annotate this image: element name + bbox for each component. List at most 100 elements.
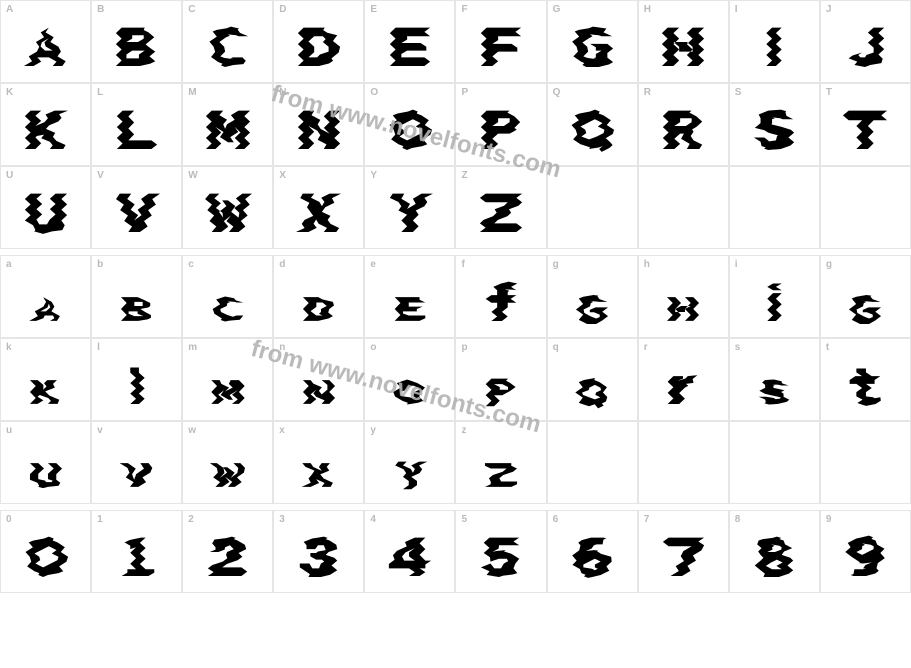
glyph-cell: u bbox=[0, 421, 91, 504]
glyph-cell: k bbox=[0, 338, 91, 421]
empty-cell bbox=[638, 166, 729, 249]
cell-label: C bbox=[188, 4, 195, 15]
glyph-cell: W bbox=[182, 166, 273, 249]
glyph-cell: 2 bbox=[182, 510, 273, 593]
cell-label: P bbox=[461, 87, 468, 98]
glyph-9 bbox=[840, 532, 890, 580]
cell-label: X bbox=[279, 170, 286, 181]
glyph-cell: 0 bbox=[0, 510, 91, 593]
empty-cell bbox=[729, 421, 820, 504]
glyph-b bbox=[112, 277, 162, 325]
cell-label: M bbox=[188, 87, 196, 98]
cell-label: o bbox=[370, 342, 376, 353]
cell-label: f bbox=[461, 259, 464, 270]
glyph-cell: X bbox=[273, 166, 364, 249]
glyph-row: u vw xyz bbox=[0, 421, 911, 504]
glyph-cell: I bbox=[729, 0, 820, 83]
glyph-S bbox=[749, 105, 799, 153]
empty-cell bbox=[547, 421, 638, 504]
cell-label: U bbox=[6, 170, 13, 181]
glyph-cell: C bbox=[182, 0, 273, 83]
glyph-cell: J bbox=[820, 0, 911, 83]
cell-label: l bbox=[97, 342, 100, 353]
glyph-cell: t bbox=[820, 338, 911, 421]
glyph-E bbox=[385, 22, 435, 70]
glyph-cell: E bbox=[364, 0, 455, 83]
glyph-cell: o bbox=[364, 338, 455, 421]
glyph-o bbox=[385, 360, 435, 408]
glyph-0 bbox=[21, 532, 71, 580]
cell-label: K bbox=[6, 87, 13, 98]
cell-label: 0 bbox=[6, 514, 12, 525]
glyph-x bbox=[294, 443, 344, 491]
glyph-cell: D bbox=[273, 0, 364, 83]
glyph-3 bbox=[294, 532, 344, 580]
cell-label: N bbox=[279, 87, 286, 98]
glyph-J bbox=[840, 22, 890, 70]
glyph-cell: 8 bbox=[729, 510, 820, 593]
glyph-row: UVWXYZ bbox=[0, 166, 911, 249]
cell-label: W bbox=[188, 170, 197, 181]
glyph-cell: l bbox=[91, 338, 182, 421]
glyph-g bbox=[840, 277, 890, 325]
cell-label: n bbox=[279, 342, 285, 353]
glyph-cell: v bbox=[91, 421, 182, 504]
glyph-cell: x bbox=[273, 421, 364, 504]
glyph-cell: M bbox=[182, 83, 273, 166]
glyph-cell: w bbox=[182, 421, 273, 504]
glyph-W bbox=[203, 188, 253, 236]
cell-label: J bbox=[826, 4, 832, 15]
glyph-cell: B bbox=[91, 0, 182, 83]
cell-label: i bbox=[735, 259, 738, 270]
glyph-cell: A bbox=[0, 0, 91, 83]
glyph-p bbox=[476, 360, 526, 408]
glyph-Y bbox=[385, 188, 435, 236]
glyph-5 bbox=[476, 532, 526, 580]
glyph-cell: h bbox=[638, 255, 729, 338]
cell-label: V bbox=[97, 170, 104, 181]
cell-label: h bbox=[644, 259, 650, 270]
glyph-T bbox=[840, 105, 890, 153]
cell-label: F bbox=[461, 4, 467, 15]
glyph-C bbox=[203, 22, 253, 70]
glyph-R bbox=[658, 105, 708, 153]
glyph-u bbox=[21, 443, 71, 491]
cell-label: I bbox=[735, 4, 738, 15]
cell-label: 6 bbox=[553, 514, 559, 525]
glyph-V bbox=[112, 188, 162, 236]
glyph-cell: K bbox=[0, 83, 91, 166]
glyph-6 bbox=[567, 532, 617, 580]
glyph-v bbox=[112, 443, 162, 491]
glyph-k bbox=[21, 360, 71, 408]
glyph-8 bbox=[749, 532, 799, 580]
glyph-cell: z bbox=[455, 421, 546, 504]
glyph-cell: y bbox=[364, 421, 455, 504]
glyph-cell: b bbox=[91, 255, 182, 338]
cell-label: e bbox=[370, 259, 376, 270]
cell-label: 3 bbox=[279, 514, 285, 525]
cell-label: S bbox=[735, 87, 742, 98]
glyph-r bbox=[658, 360, 708, 408]
glyph-cell: T bbox=[820, 83, 911, 166]
glyph-D bbox=[294, 22, 344, 70]
cell-label: 4 bbox=[370, 514, 376, 525]
glyph-s bbox=[749, 360, 799, 408]
glyph-y bbox=[385, 443, 435, 491]
glyph-n bbox=[294, 360, 344, 408]
glyph-G bbox=[567, 22, 617, 70]
cell-label: a bbox=[6, 259, 12, 270]
glyph-1 bbox=[112, 532, 162, 580]
cell-label: T bbox=[826, 87, 832, 98]
glyph-row: 0123456789 bbox=[0, 510, 911, 593]
cell-label: A bbox=[6, 4, 13, 15]
glyph-cell: 1 bbox=[91, 510, 182, 593]
glyph-t bbox=[840, 360, 890, 408]
cell-label: D bbox=[279, 4, 286, 15]
cell-label: u bbox=[6, 425, 12, 436]
glyph-U bbox=[21, 188, 71, 236]
glyph-cell: g bbox=[820, 255, 911, 338]
glyph-d bbox=[294, 277, 344, 325]
glyph-cell: 4 bbox=[364, 510, 455, 593]
glyph-i bbox=[749, 277, 799, 325]
cell-label: w bbox=[188, 425, 196, 436]
